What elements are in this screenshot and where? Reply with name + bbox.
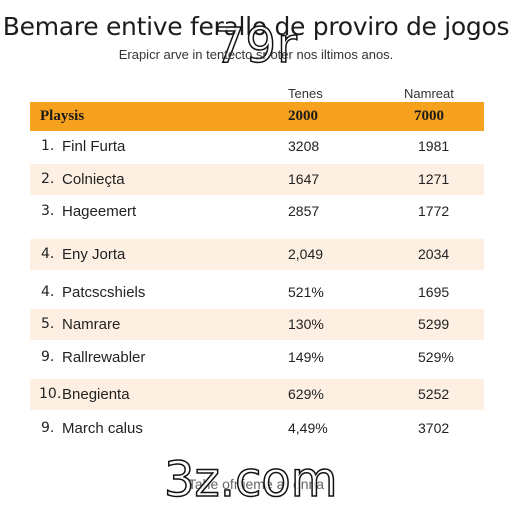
row-value-1: 629% [288,386,324,402]
row-number: 9. [41,420,55,436]
table-row: 1. Finl Furta 3208 1981 [30,131,484,162]
row-value-1: 130% [288,316,324,332]
watermark-bottom: 3z.com [163,452,338,508]
row-value-1: 2,049 [288,246,324,262]
column-header-1: Tenes [288,86,323,101]
table-header-row: Playsis 2000 7000 [30,102,484,131]
row-name: March calus [62,420,143,437]
row-value-2: 1271 [418,171,450,187]
row-value-1: 4,49% [288,420,328,436]
row-value-1: 3208 [288,138,320,154]
row-name: Namrare [62,316,121,333]
row-value-1: 2857 [288,203,320,219]
row-name: Eny Jorta [62,246,126,263]
row-number: 5. [41,316,55,332]
row-value-2: 5299 [418,316,450,332]
table-row: 4. Eny Jorta 2,049 2034 [30,239,484,270]
table-row: 9. March calus 4,49% 3702 [30,413,484,444]
row-number: 2. [41,171,55,187]
header-value-1: 2000 [288,108,318,124]
row-number: 3. [41,203,55,219]
row-name: Colnieçta [62,171,125,188]
table-row: 5. Namrare 130% 5299 [30,309,484,340]
row-value-2: 5252 [418,386,450,402]
row-number: 1. [41,138,55,154]
row-name: Bnegienta [62,386,130,403]
page-subtitle: Erapicr arve in tentecto sr oter nos ilt… [118,47,394,62]
row-value-2: 1772 [418,203,450,219]
row-value-2: 529% [418,349,454,365]
row-name: Rallrewabler [62,349,146,366]
row-value-2: 1981 [418,138,450,154]
table-row: 10. Bnegienta 629% 5252 [30,379,484,410]
header-value-2: 7000 [414,108,444,124]
table-row: 2. Colnieçta 1647 1271 [30,164,484,195]
page-title: Bemare entive ferallo de proviro de jogo… [2,12,510,41]
row-value-2: 3702 [418,420,450,436]
table-row: 4. Patcscshiels 521% 1695 [30,277,484,308]
row-number: 4. [41,246,55,262]
watermark-top: 79r [213,18,298,74]
row-number: 10. [39,386,62,402]
row-number: 9. [41,349,55,365]
row-name: Hageemert [62,203,137,220]
column-header-2: Namreat [404,86,454,101]
row-value-1: 149% [288,349,324,365]
row-value-1: 1647 [288,171,320,187]
row-value-1: 521% [288,284,324,300]
table-row: 3. Hageemert 2857 1772 [30,196,484,227]
row-number: 4. [41,284,55,300]
table-row: 9. Rallrewabler 149% 529% [30,342,484,373]
row-name: Patcscshiels [62,284,146,301]
row-value-2: 1695 [418,284,450,300]
footer-text: Tahe ofrtieme ar onna [187,476,325,492]
row-value-2: 2034 [418,246,450,262]
header-label: Playsis [40,108,85,124]
column-headers: Tenes Namreat [32,86,484,102]
row-name: Finl Furta [62,138,126,155]
